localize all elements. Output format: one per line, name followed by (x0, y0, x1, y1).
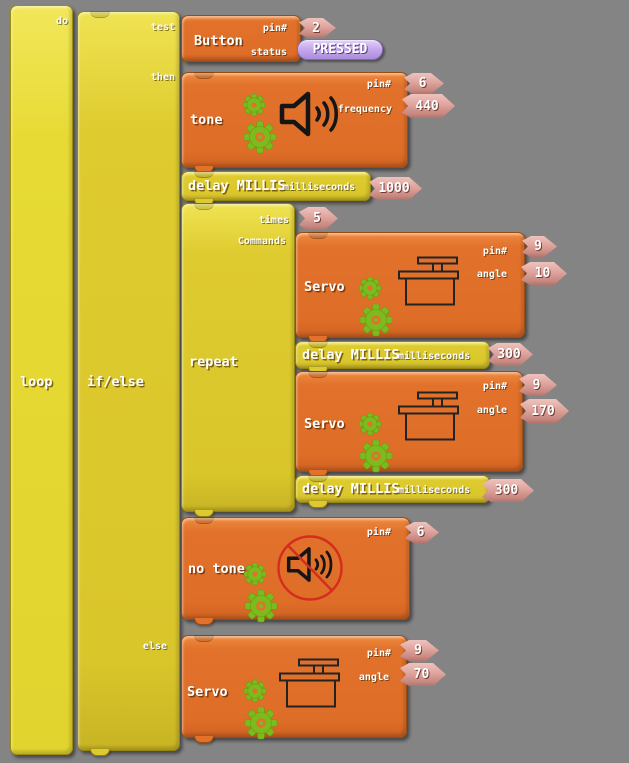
servo-block-1[interactable]: Servo pin# 9 angle 10 (295, 232, 525, 343)
repeat-times-label: times (258, 215, 289, 226)
tone-block[interactable]: tone pin# 6 frequency 440 (181, 72, 408, 173)
button-status-label: status (250, 47, 287, 58)
button-pin-value: 2 (312, 20, 320, 36)
servo-motor-icon (279, 658, 340, 708)
button-block[interactable]: Button pin# 2 status PRESSED (181, 15, 383, 62)
servo-1-pin-value: 9 (534, 239, 542, 254)
no-tone-block[interactable]: no tone pin# 6 (181, 517, 410, 625)
repeat-title: repeat (189, 354, 238, 370)
delay-3-title: delay MILLIS (302, 481, 400, 497)
servo-1-angle-value-badge[interactable]: 10 (518, 262, 567, 285)
if-else-block[interactable]: if/else test then else (77, 11, 180, 756)
servo-2-title: Servo (304, 416, 345, 432)
delay-1-ms-value-badge[interactable]: 1000 (366, 177, 422, 200)
tone-title: tone (190, 112, 223, 128)
repeat-commands-label: Commands (237, 236, 286, 247)
no-tone-pin-value-badge[interactable]: 6 (402, 522, 439, 543)
servo-1-angle-label: angle (476, 269, 507, 280)
delay-3-ms-label: milliseconds (398, 485, 471, 496)
servo-else-pin-label: pin# (366, 648, 391, 659)
servo-2-pin-label: pin# (482, 381, 507, 392)
servo-motor-icon (398, 256, 459, 306)
button-status-value: PRESSED (312, 42, 368, 57)
servo-2-angle-value: 170 (531, 403, 555, 419)
tone-pin-label: pin# (366, 79, 391, 90)
button-pin-value-badge[interactable]: 2 (296, 18, 336, 38)
delay-3-ms-value: 300 (494, 483, 519, 498)
servo-block-2[interactable]: Servo pin# 9 angle 170 (295, 371, 523, 477)
servo-2-pin-value: 9 (532, 377, 541, 393)
if-else-then-label: then (150, 72, 175, 83)
servo-1-angle-value: 10 (534, 266, 551, 281)
servo-else-angle-value: 70 (413, 667, 430, 682)
servo-1-pin-value-badge[interactable]: 9 (519, 236, 557, 257)
servo-else-angle-label: angle (358, 672, 389, 683)
if-else-title: if/else (87, 374, 144, 390)
servo-2-angle-label: angle (476, 405, 507, 416)
repeat-block[interactable]: repeat times 5 Commands (181, 203, 295, 517)
servo-2-angle-value-badge[interactable]: 170 (517, 399, 569, 423)
no-tone-title: no tone (188, 561, 245, 577)
if-else-test-label: test (150, 22, 175, 33)
muted-speaker-icon (277, 535, 343, 601)
delay-2-ms-label: milliseconds (398, 351, 471, 362)
delay-2-ms-value: 300 (497, 347, 521, 362)
tone-frequency-value-badge[interactable]: 440 (399, 94, 455, 118)
button-status-value-badge[interactable]: PRESSED (297, 39, 383, 60)
delay-2-title: delay MILLIS (302, 347, 400, 363)
loop-block[interactable]: loop do (10, 5, 73, 755)
no-tone-pin-label: pin# (366, 527, 391, 538)
delay-millis-block-1[interactable]: delay MILLIS milliseconds 1000 (181, 171, 371, 206)
delay-millis-block-2[interactable]: delay MILLIS milliseconds 300 (295, 341, 490, 374)
gears-icon (243, 562, 278, 623)
servo-motor-icon (398, 391, 459, 441)
servo-2-pin-value-badge[interactable]: 9 (516, 374, 557, 396)
servo-else-block[interactable]: Servo pin# 9 angle 70 (181, 635, 407, 743)
servo-else-title: Servo (187, 684, 228, 700)
if-else-else-label: else (142, 641, 167, 652)
servo-1-pin-label: pin# (482, 246, 507, 257)
speaker-icon (276, 89, 344, 139)
tone-pin-value-badge[interactable]: 6 (401, 73, 444, 94)
repeat-times-value: 5 (313, 211, 321, 226)
delay-1-ms-value: 1000 (378, 181, 410, 196)
delay-2-ms-value-badge[interactable]: 300 (485, 343, 533, 366)
gears-icon (358, 276, 393, 337)
no-tone-pin-value: 6 (416, 525, 425, 540)
servo-else-angle-value-badge[interactable]: 70 (397, 663, 446, 686)
delay-1-ms-label: milliseconds (283, 182, 356, 193)
button-title: Button (194, 33, 243, 49)
tone-frequency-value: 440 (415, 98, 439, 114)
delay-3-ms-value-badge[interactable]: 300 (479, 479, 534, 502)
loop-do-label: do (55, 16, 68, 27)
delay-1-title: delay MILLIS (188, 178, 286, 194)
delay-millis-block-3[interactable]: delay MILLIS milliseconds 300 (295, 475, 490, 508)
tone-frequency-label: frequency (337, 104, 392, 115)
repeat-times-value-badge[interactable]: 5 (296, 207, 338, 230)
servo-1-title: Servo (304, 279, 345, 295)
button-pin-label: pin# (262, 23, 287, 34)
gears-icon (242, 93, 277, 154)
loop-title: loop (20, 374, 53, 390)
servo-else-pin-value-badge[interactable]: 9 (397, 640, 439, 661)
servo-else-pin-value: 9 (414, 643, 422, 658)
gears-icon (243, 679, 278, 740)
tone-pin-value: 6 (418, 76, 427, 91)
gears-icon (358, 412, 393, 473)
